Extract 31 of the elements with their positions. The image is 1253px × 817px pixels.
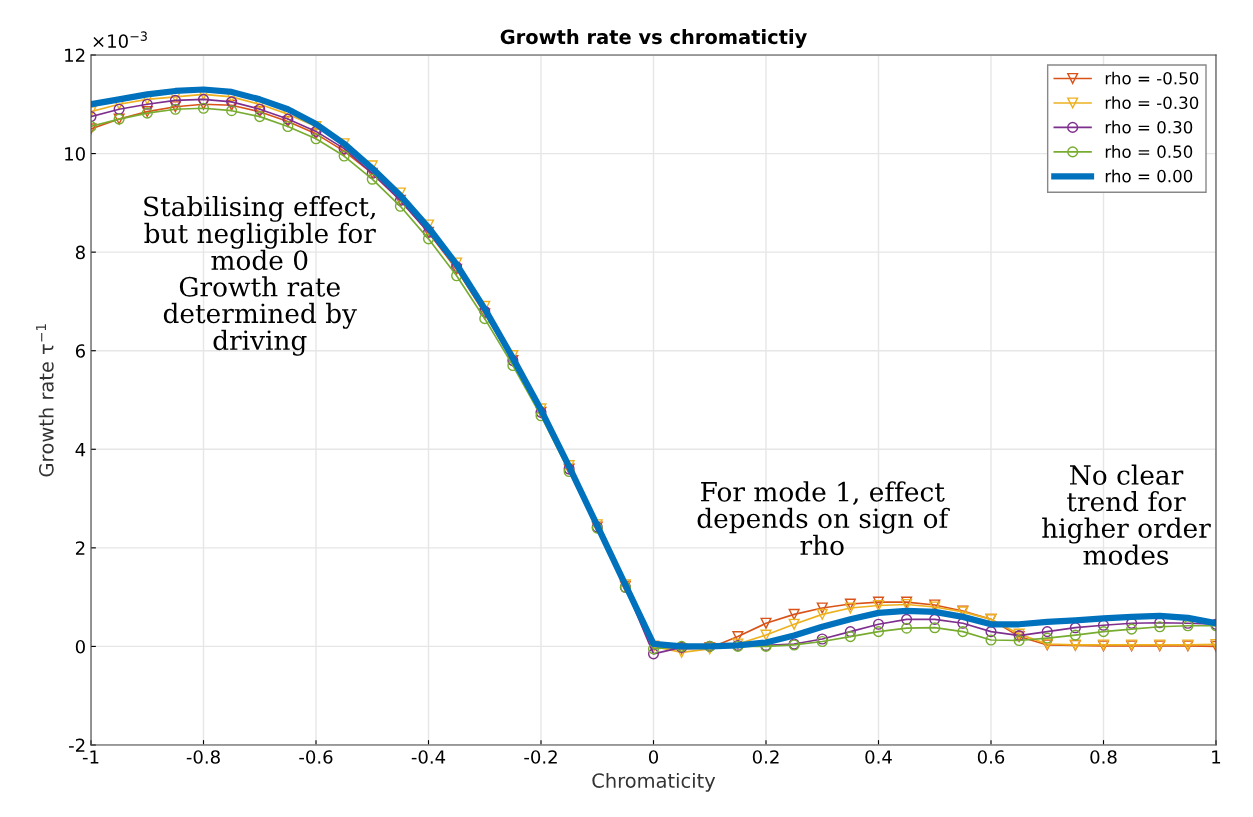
x-tick-label: -0.2 <box>524 750 557 764</box>
legend-label: rho = 0.50 <box>1105 145 1193 158</box>
x-tick-label: 0.6 <box>977 750 1005 764</box>
legend-label: rho = -0.30 <box>1105 96 1199 110</box>
annotation: Stabilising effect, but negligible for mode 0 Growth rate determined by driving <box>144 195 376 356</box>
y-tick-label: 12 <box>65 48 85 62</box>
y-tick-label: 2 <box>75 541 85 555</box>
x-tick-label: 0 <box>648 750 659 764</box>
legend-label: rho = 0.00 <box>1105 169 1193 183</box>
annotation: For mode 1, effect depends on sign of rho <box>697 481 950 556</box>
legend-label: rho = -0.50 <box>1105 71 1199 85</box>
x-tick-label: -1 <box>82 750 99 764</box>
y-axis-title: Growth rate τ$^{−1}$ <box>36 324 54 477</box>
x-tick-label: -0.6 <box>299 750 333 764</box>
y-tick-label: 4 <box>75 442 86 457</box>
x-tick-label: -0.8 <box>186 750 220 764</box>
text: ×10$^{−3}$ <box>93 31 147 48</box>
x-tick-label: 1 <box>1212 750 1221 764</box>
annotation: No clear trend for higher order modes <box>1042 464 1211 565</box>
x-tick-label: -0.4 <box>411 750 446 764</box>
y-tick-label: 8 <box>75 245 85 260</box>
x-tick-label: 0.2 <box>752 750 779 764</box>
x-tick-label: 0.4 <box>865 750 892 764</box>
y-tick-label: 6 <box>75 344 85 358</box>
chart-title: Growth rate vs chromatictiy <box>500 29 807 49</box>
x-axis-title: Chromaticity <box>592 772 716 792</box>
x-tick-label: 0.8 <box>1090 750 1117 764</box>
y-tick-label: 0 <box>75 639 85 654</box>
y-tick-label: 10 <box>65 147 85 161</box>
y-tick-label: -2 <box>69 738 85 752</box>
legend-label: rho = 0.30 <box>1105 120 1193 134</box>
